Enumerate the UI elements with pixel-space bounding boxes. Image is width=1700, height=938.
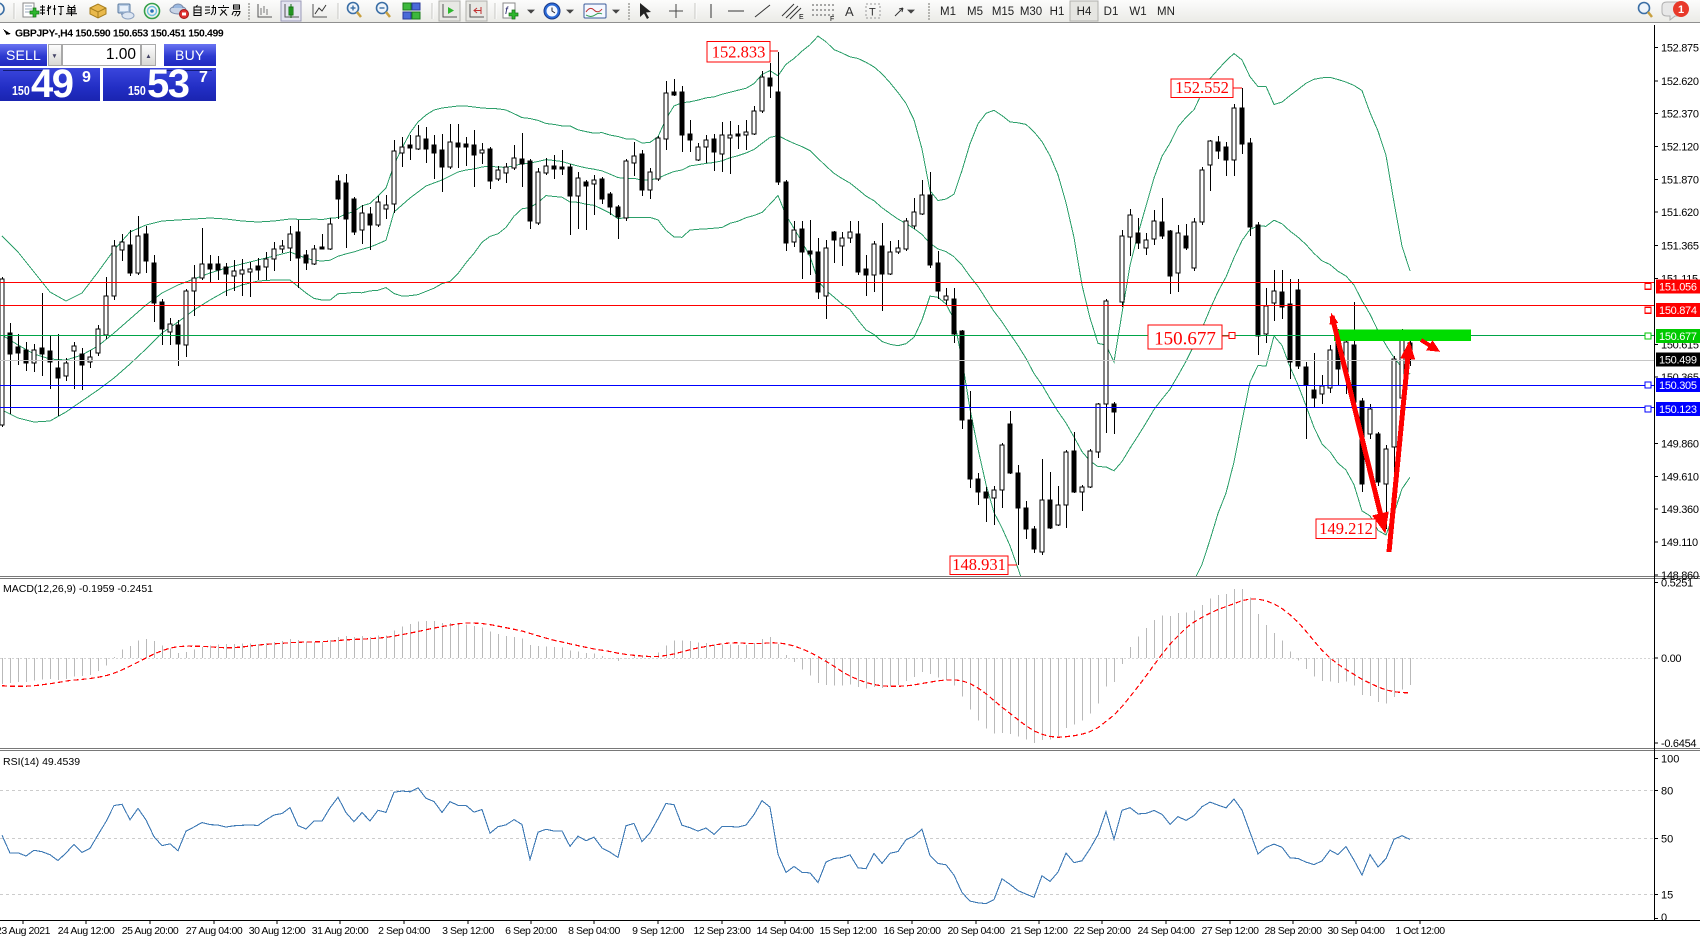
- svg-text:31 Aug 20:00: 31 Aug 20:00: [312, 925, 369, 937]
- svg-text:152.875: 152.875: [1661, 42, 1699, 54]
- svg-text:100: 100: [1661, 754, 1679, 766]
- svg-text:152.833: 152.833: [712, 43, 766, 62]
- svg-text:149.110: 149.110: [1661, 537, 1698, 549]
- svg-text:152.552: 152.552: [1175, 78, 1229, 97]
- svg-text:151.365: 151.365: [1661, 241, 1699, 253]
- svg-text:0.5251: 0.5251: [1661, 578, 1693, 590]
- svg-text:M1: M1: [940, 6, 956, 18]
- svg-text:149.212: 149.212: [1319, 519, 1373, 538]
- svg-text:24 Sep 04:00: 24 Sep 04:00: [1137, 925, 1195, 937]
- svg-text:22 Sep 20:00: 22 Sep 20:00: [1073, 925, 1131, 937]
- svg-text:27 Aug 04:00: 27 Aug 04:00: [186, 925, 243, 937]
- svg-text:150.499: 150.499: [1659, 355, 1697, 367]
- svg-text:151.620: 151.620: [1661, 207, 1699, 219]
- svg-text:6 Sep 20:00: 6 Sep 20:00: [505, 925, 557, 937]
- svg-text:148.931: 148.931: [952, 555, 1006, 574]
- svg-text:80: 80: [1661, 786, 1673, 798]
- svg-text:152.620: 152.620: [1661, 76, 1699, 88]
- svg-text:8 Sep 04:00: 8 Sep 04:00: [568, 925, 620, 937]
- svg-text:149.360: 149.360: [1661, 504, 1699, 516]
- svg-text:149.610: 149.610: [1661, 471, 1699, 483]
- svg-text:150.874: 150.874: [1659, 305, 1697, 317]
- svg-text:0: 0: [1661, 912, 1667, 924]
- svg-text:152.370: 152.370: [1661, 109, 1699, 121]
- svg-text:21 Sep 12:00: 21 Sep 12:00: [1010, 925, 1068, 937]
- svg-text:149.860: 149.860: [1661, 439, 1699, 451]
- svg-text:M15: M15: [992, 6, 1014, 18]
- svg-text:12 Sep 23:00: 12 Sep 23:00: [693, 925, 751, 937]
- svg-text:151.056: 151.056: [1659, 281, 1697, 293]
- svg-text:30 Sep 04:00: 30 Sep 04:00: [1327, 925, 1385, 937]
- svg-text:30 Aug 12:00: 30 Aug 12:00: [249, 925, 306, 937]
- svg-text:14 Sep 04:00: 14 Sep 04:00: [756, 925, 814, 937]
- svg-text:16 Sep 20:00: 16 Sep 20:00: [883, 925, 941, 937]
- svg-text:9 Sep 12:00: 9 Sep 12:00: [632, 925, 684, 937]
- svg-text:25 Aug 20:00: 25 Aug 20:00: [122, 925, 179, 937]
- svg-text:f: f: [505, 6, 509, 17]
- svg-text:15 Sep 12:00: 15 Sep 12:00: [819, 925, 877, 937]
- svg-text:28 Sep 20:00: 28 Sep 20:00: [1264, 925, 1322, 937]
- svg-text:D1: D1: [1104, 6, 1119, 18]
- svg-text:H1: H1: [1050, 6, 1065, 18]
- svg-text:H4: H4: [1077, 6, 1092, 18]
- svg-text:150.305: 150.305: [1659, 380, 1697, 392]
- svg-text:GBPJPY-,H4 150.590 150.653 15: GBPJPY-,H4 150.590 150.653 150.451 150.4…: [15, 29, 224, 40]
- svg-text:1 Oct 12:00: 1 Oct 12:00: [1395, 925, 1445, 937]
- svg-text:151.870: 151.870: [1661, 174, 1699, 186]
- svg-text:1: 1: [1678, 4, 1684, 16]
- svg-text:E: E: [799, 14, 804, 21]
- svg-text:MN: MN: [1157, 6, 1175, 18]
- svg-text:20 Sep 04:00: 20 Sep 04:00: [947, 925, 1005, 937]
- svg-text:150.123: 150.123: [1659, 404, 1697, 416]
- svg-text:RSI(14) 49.4539: RSI(14) 49.4539: [3, 756, 80, 768]
- svg-text:150.677: 150.677: [1659, 331, 1697, 343]
- svg-text:50: 50: [1661, 834, 1673, 846]
- svg-text:W1: W1: [1129, 6, 1146, 18]
- svg-text:M30: M30: [1020, 6, 1042, 18]
- svg-text:150.677: 150.677: [1154, 329, 1216, 350]
- svg-text:0.00: 0.00: [1661, 653, 1681, 665]
- svg-text:F: F: [830, 16, 834, 23]
- svg-text:A: A: [845, 4, 854, 19]
- svg-text:23 Aug 2021: 23 Aug 2021: [0, 925, 51, 937]
- svg-text:27 Sep 12:00: 27 Sep 12:00: [1201, 925, 1259, 937]
- svg-text:-0.6454: -0.6454: [1661, 738, 1696, 750]
- svg-text:M5: M5: [967, 6, 983, 18]
- svg-text:2 Sep 04:00: 2 Sep 04:00: [378, 925, 430, 937]
- svg-text:MACD(12,26,9) -0.1959 -0.2451: MACD(12,26,9) -0.1959 -0.2451: [3, 583, 153, 595]
- svg-text:3 Sep 12:00: 3 Sep 12:00: [442, 925, 494, 937]
- svg-text:148.860: 148.860: [1661, 570, 1699, 582]
- svg-text:T: T: [869, 7, 876, 19]
- svg-text:24 Aug 12:00: 24 Aug 12:00: [58, 925, 115, 937]
- svg-text:152.120: 152.120: [1661, 142, 1699, 154]
- svg-text:15: 15: [1661, 889, 1673, 901]
